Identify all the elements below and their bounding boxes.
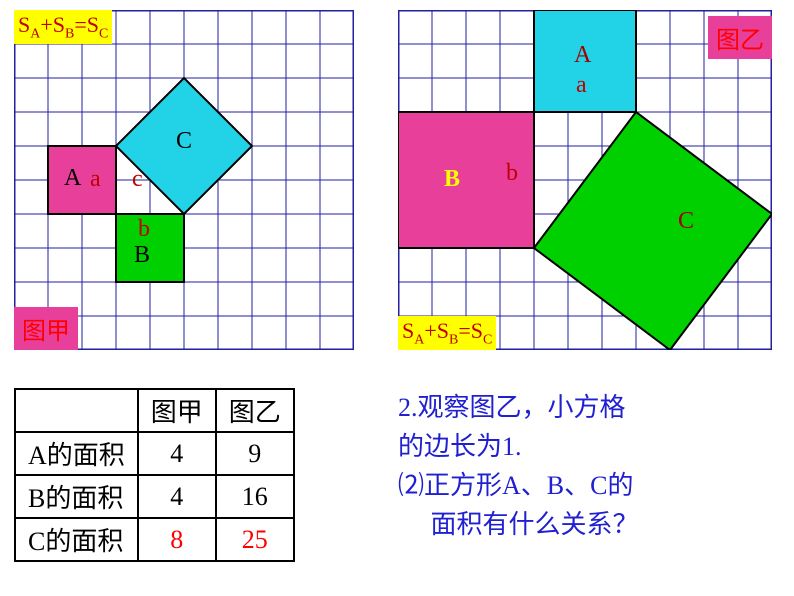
table-row: C的面积 8 25 bbox=[15, 518, 294, 561]
formula-yi: SA+SB=SC bbox=[398, 316, 496, 350]
label-b-side-yi: b bbox=[506, 160, 518, 187]
text-line: 的边长为1. bbox=[398, 427, 639, 466]
table-row: B的面积 4 16 bbox=[15, 475, 294, 518]
row-label: A的面积 bbox=[15, 432, 138, 475]
label-c-yi: C bbox=[678, 208, 694, 235]
cell: 25 bbox=[216, 518, 294, 561]
th-blank bbox=[15, 389, 138, 432]
th-yi: 图乙 bbox=[216, 389, 294, 432]
data-table: 图甲 图乙 A的面积 4 9 B的面积 4 16 C的面积 8 25 bbox=[14, 388, 295, 562]
formula-text: SA+SB=SC bbox=[18, 12, 108, 37]
text-line: ⑵正方形A、B、C的 bbox=[398, 466, 639, 505]
table-header-row: 图甲 图乙 bbox=[15, 389, 294, 432]
table-row: A的面积 4 9 bbox=[15, 432, 294, 475]
cell: 8 bbox=[138, 518, 216, 561]
area-table: 图甲 图乙 A的面积 4 9 B的面积 4 16 C的面积 8 25 bbox=[14, 388, 295, 562]
cell: 4 bbox=[138, 475, 216, 518]
label-b-side-jia: b bbox=[138, 216, 150, 243]
label-a-side-yi: a bbox=[576, 72, 587, 99]
row-label: C的面积 bbox=[15, 518, 138, 561]
grid-yi: 图乙 SA+SB=SC A a B b C bbox=[398, 10, 772, 350]
row-label: B的面积 bbox=[15, 475, 138, 518]
label-b-jia: B bbox=[134, 242, 150, 269]
cell: 16 bbox=[216, 475, 294, 518]
formula-text-yi: SA+SB=SC bbox=[402, 318, 492, 343]
question-text: 2.观察图乙，小方格 的边长为1. ⑵正方形A、B、C的 面积有什么关系？ bbox=[398, 388, 639, 544]
th-jia: 图甲 bbox=[138, 389, 216, 432]
label-c-jia: C bbox=[176, 128, 192, 155]
label-a-side-jia: a bbox=[90, 166, 101, 193]
label-a-jia: A bbox=[64, 165, 81, 192]
label-c-side-jia: c bbox=[132, 166, 143, 193]
formula-jia: SA+SB=SC bbox=[14, 10, 112, 44]
text-line: 2.观察图乙，小方格 bbox=[398, 388, 639, 427]
caption-yi: 图乙 bbox=[708, 16, 772, 59]
label-b-yi: B bbox=[444, 166, 460, 193]
text-line: 面积有什么关系？ bbox=[398, 505, 639, 544]
cell: 4 bbox=[138, 432, 216, 475]
label-a-yi: A bbox=[574, 42, 591, 69]
cell: 9 bbox=[216, 432, 294, 475]
caption-jia: 图甲 bbox=[14, 307, 78, 350]
grid-jia: SA+SB=SC 图甲 A a B b C c bbox=[14, 10, 354, 350]
